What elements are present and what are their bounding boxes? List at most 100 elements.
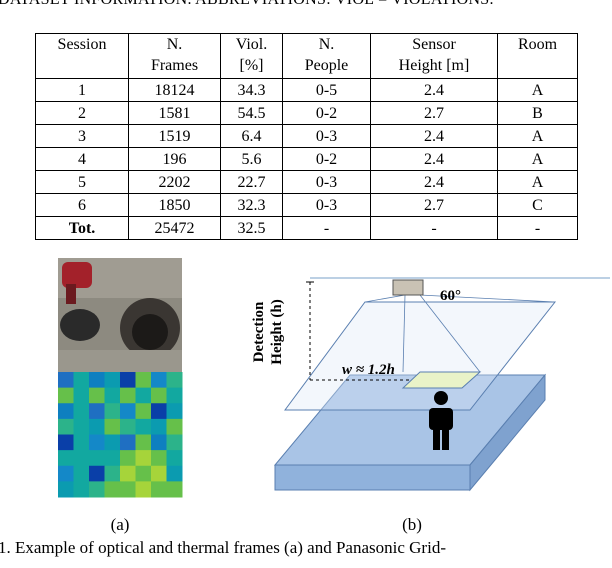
thermal-cell <box>58 465 74 482</box>
thermal-cell <box>73 387 90 404</box>
thermal-cell <box>104 481 121 498</box>
thermal-cell <box>89 403 105 420</box>
thermal-frame <box>58 372 183 498</box>
table-cell: 0-2 <box>282 101 371 125</box>
thermal-cell <box>104 387 121 404</box>
thermal-cell <box>73 372 90 389</box>
table-cell: 2.7 <box>370 193 498 217</box>
figure-caption: 1. Example of optical and thermal frames… <box>0 538 446 557</box>
person-icon <box>429 391 453 450</box>
table-cell: 34.3 <box>220 78 283 102</box>
thermal-cell <box>120 418 136 435</box>
table-row: Tot. 25472 32.5- - - <box>35 216 578 240</box>
header-cell: N. Frames <box>128 33 221 79</box>
thermal-cell <box>166 465 183 482</box>
table-cell: - <box>370 216 498 240</box>
thermal-cell <box>89 387 105 404</box>
angle-label: 60° <box>440 288 461 304</box>
header-line: [%] <box>239 57 264 74</box>
thermal-cell <box>166 403 183 420</box>
thermal-cell <box>73 465 90 482</box>
thermal-cell <box>135 387 152 404</box>
table-cell: Tot. <box>35 216 129 240</box>
thermal-cell <box>135 418 152 435</box>
table-cell: 0-3 <box>282 124 371 148</box>
dataset-table: Session N. Frames Viol. [%] N. People Sensor Hei… <box>35 33 578 240</box>
table-cell: 2.7 <box>370 101 498 125</box>
thermal-cell <box>151 434 167 451</box>
header-line: Sensor <box>412 36 456 53</box>
thermal-cell <box>135 465 152 482</box>
table-cell: 0-2 <box>282 147 371 171</box>
thermal-cell <box>120 450 136 467</box>
table-cell: 2.4 <box>370 147 498 171</box>
thermal-cell <box>89 450 105 467</box>
table-heading: DATASET INFORMATION. ABBREVIATIONS: VIOL… <box>0 0 494 9</box>
header-line: N. <box>166 36 183 53</box>
thermal-cell <box>89 372 105 389</box>
thermal-cell <box>73 434 90 451</box>
thermal-cell <box>151 387 167 404</box>
table-cell: 18124 <box>128 78 221 102</box>
thermal-cell <box>73 450 90 467</box>
table-cell: - <box>497 216 578 240</box>
thermal-cell <box>58 418 74 435</box>
thermal-cell <box>58 372 74 389</box>
table-cell: 0-3 <box>282 170 371 194</box>
thermal-cell <box>89 481 105 498</box>
subfigure-label: (a) <box>111 515 130 534</box>
header-cell: N. People <box>282 33 371 79</box>
thermal-cell <box>135 434 152 451</box>
thermal-cell <box>166 481 183 498</box>
thermal-cell <box>89 418 105 435</box>
thermal-cell <box>166 418 183 435</box>
table-row: 5 2202 22.7 0-3 2.4 A <box>35 170 578 194</box>
thermal-cell <box>135 481 152 498</box>
optical-frame <box>58 258 182 372</box>
thermal-cell <box>120 481 136 498</box>
thermal-cell <box>151 418 167 435</box>
table-cell: 1 <box>35 78 129 102</box>
thermal-cell <box>120 387 136 404</box>
thermal-cell <box>135 450 152 467</box>
table-cell: 2.4 <box>370 78 498 102</box>
thermal-cell <box>58 450 74 467</box>
table-cell: A <box>497 147 578 171</box>
thermal-cell <box>166 434 183 451</box>
thermal-cell <box>104 418 121 435</box>
thermal-cell <box>151 403 167 420</box>
header-line: Session <box>57 36 107 53</box>
thermal-cell <box>151 481 167 498</box>
header-line: People <box>304 57 349 74</box>
table-cell: 6 <box>35 193 129 217</box>
table-row: 3 1519 6.4 0-3 2.4 A <box>35 124 578 148</box>
thermal-cell <box>58 481 74 498</box>
thermal-cell <box>135 372 152 389</box>
thermal-cell <box>120 465 136 482</box>
table-row: 1 18124 34.3 0-5 2.4 A <box>35 78 578 102</box>
thermal-cell <box>120 434 136 451</box>
table-cell: 5 <box>35 170 129 194</box>
thermal-cell <box>151 450 167 467</box>
thermal-cell <box>104 434 121 451</box>
thermal-cell <box>73 481 90 498</box>
header-line: N. <box>318 36 335 53</box>
thermal-cell <box>166 372 183 389</box>
thermal-cell <box>104 465 121 482</box>
diagram: Detection Height (h) 60° w ≈ 1.2h <box>251 277 610 492</box>
header-line: Height [m] <box>398 57 470 74</box>
table-row: 6 1850 32.3 0-3 2.7 C <box>35 193 578 217</box>
header-line: Room <box>517 36 558 53</box>
header-line: Viol. <box>235 36 268 53</box>
table-row: 2 1581 54.5 0-2 2.7 B <box>35 101 578 125</box>
header-line: Frames <box>150 57 199 74</box>
thermal-cell <box>120 403 136 420</box>
table-cell: B <box>497 101 578 125</box>
thermal-cell <box>166 387 183 404</box>
detection-height-label: Detection Height (h) <box>251 299 285 364</box>
thermal-cell <box>58 434 74 451</box>
thermal-cell <box>135 403 152 420</box>
thermal-cell <box>73 403 90 420</box>
table-cell: 3 <box>35 124 129 148</box>
